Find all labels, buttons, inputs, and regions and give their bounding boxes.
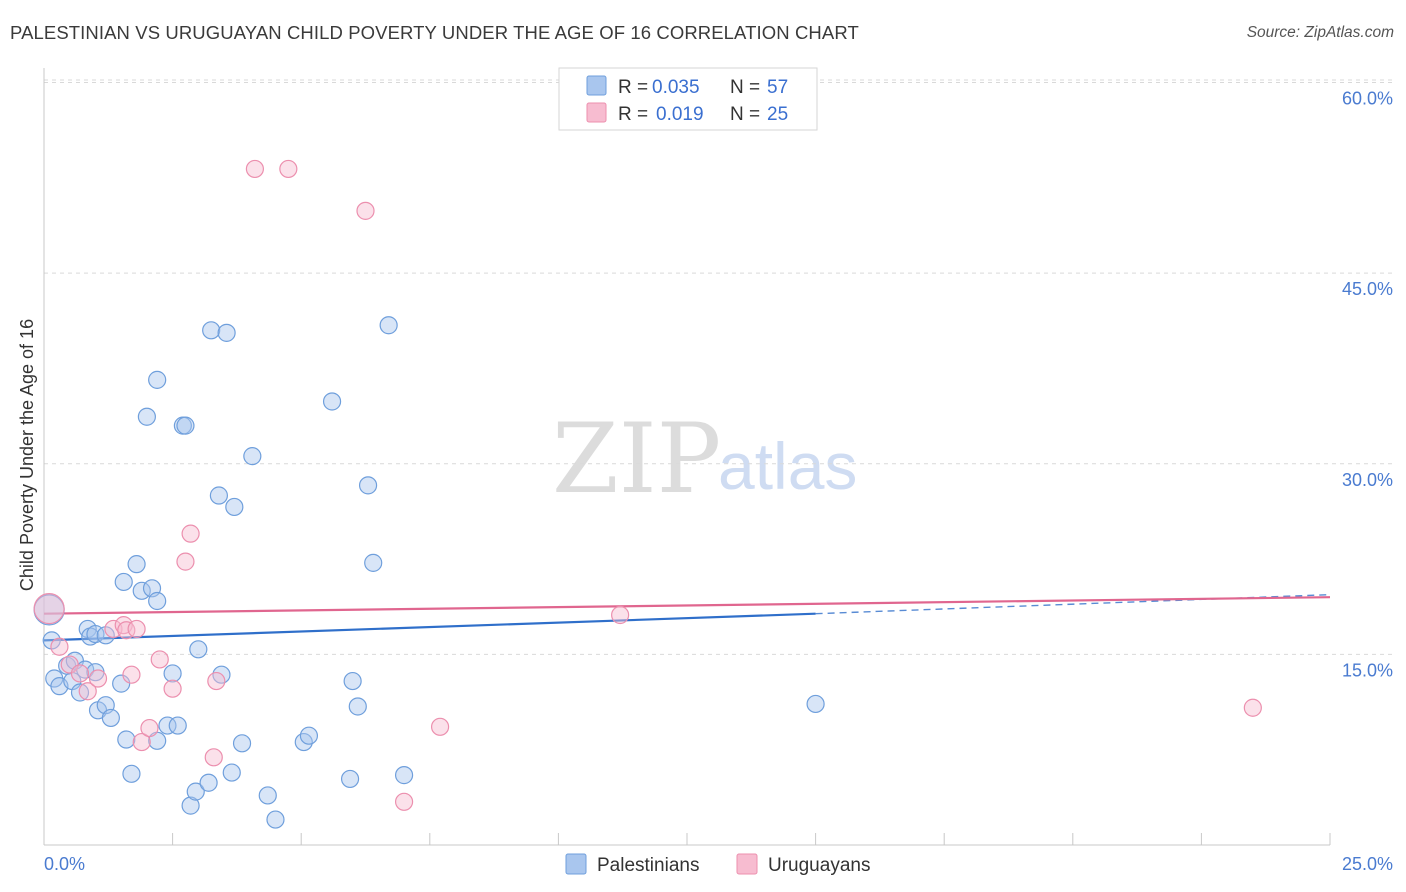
- watermark-atlas: atlas: [718, 429, 857, 503]
- point-palestinians: [364, 553, 383, 572]
- point-uruguayans: [88, 669, 108, 688]
- point-palestinians: [806, 694, 825, 714]
- legend-r-label-palestinians: R =: [618, 77, 648, 98]
- point-palestinians: [176, 416, 195, 435]
- point-palestinians: [148, 591, 167, 611]
- legend-n-value-palestinians: 57: [767, 77, 788, 98]
- point-uruguayans: [176, 552, 195, 571]
- point-palestinians: [222, 763, 241, 782]
- x-tick-label: 0.0%: [44, 854, 85, 874]
- point-palestinians: [225, 497, 244, 517]
- point-uruguayans: [181, 524, 200, 543]
- point-uruguayans: [204, 748, 223, 767]
- trendline-palestinians: [43, 612, 816, 642]
- point-uruguayans: [78, 682, 97, 701]
- point-palestinians: [181, 796, 200, 815]
- point-palestinians: [394, 766, 414, 785]
- legend-n-label-palestinians: N =: [730, 77, 760, 98]
- point-palestinians: [189, 640, 208, 659]
- trendline-palestinians-extension: [815, 593, 1331, 615]
- point-palestinians: [322, 392, 342, 411]
- point-uruguayans: [104, 619, 123, 639]
- point-palestinians: [358, 476, 378, 495]
- chart-title: PALESTINIAN VS URUGUAYAN CHILD POVERTY U…: [10, 22, 859, 43]
- point-palestinians: [202, 321, 221, 340]
- point-uruguayans: [245, 159, 265, 179]
- x-tick-label: 25.0%: [1342, 854, 1393, 874]
- point-uruguayans: [33, 593, 65, 625]
- legend-swatch-palestinians: [586, 75, 607, 96]
- point-uruguayans: [122, 665, 141, 684]
- point-palestinians: [163, 664, 182, 683]
- point-palestinians: [81, 627, 100, 646]
- y-axis-label: Child Poverty Under the Age of 16: [17, 319, 37, 591]
- point-palestinians: [232, 734, 252, 753]
- legend-swatch-uruguayans: [586, 102, 607, 123]
- point-palestinians: [340, 769, 360, 789]
- point-palestinians: [114, 572, 133, 592]
- point-palestinians: [217, 323, 236, 342]
- series-legend-label-uruguayans: Uruguayans: [768, 855, 870, 876]
- point-uruguayans: [394, 792, 414, 811]
- point-uruguayans: [150, 650, 169, 669]
- legend-r-label-uruguayans: R =: [618, 104, 648, 125]
- point-palestinians: [343, 671, 362, 691]
- point-palestinians: [122, 764, 141, 783]
- point-palestinians: [243, 447, 262, 466]
- y-tick-label: 15.0%: [1342, 660, 1393, 680]
- series-legend-swatch-palestinians: [565, 853, 587, 875]
- point-palestinians: [101, 708, 120, 728]
- y-tick-label: 30.0%: [1342, 470, 1393, 490]
- series-legend-swatch-uruguayans: [736, 853, 758, 875]
- legend-n-value-uruguayans: 25: [767, 104, 788, 125]
- point-uruguayans: [279, 159, 298, 179]
- point-uruguayans: [1243, 698, 1262, 717]
- point-palestinians: [168, 716, 187, 735]
- legend-r-value-uruguayans: 0.019: [656, 104, 704, 125]
- point-palestinians: [209, 486, 228, 505]
- point-palestinians: [199, 773, 218, 792]
- watermark-zip: ZIP: [552, 403, 721, 515]
- series-legend-label-palestinians: Palestinians: [597, 855, 699, 876]
- point-uruguayans: [356, 201, 375, 220]
- point-palestinians: [258, 786, 277, 805]
- point-palestinians: [137, 407, 156, 426]
- point-uruguayans: [140, 718, 159, 738]
- trendline-uruguayans: [43, 596, 1331, 615]
- point-palestinians: [348, 697, 367, 716]
- point-palestinians: [266, 810, 285, 829]
- point-palestinians: [299, 726, 319, 745]
- point-palestinians: [148, 370, 167, 389]
- point-uruguayans: [163, 679, 182, 698]
- point-uruguayans: [430, 717, 450, 736]
- y-tick-label: 60.0%: [1342, 89, 1393, 109]
- point-uruguayans: [70, 664, 90, 683]
- point-palestinians: [158, 716, 177, 735]
- series-legend: Palestinians Uruguayans: [565, 853, 870, 876]
- point-palestinians: [379, 316, 398, 335]
- point-palestinians: [186, 782, 205, 801]
- source-label: Source: ZipAtlas.com: [1246, 24, 1394, 41]
- point-palestinians: [70, 683, 90, 702]
- stats-legend: R = 0.035 N = 57 R = 0.019 N = 25: [558, 67, 818, 131]
- point-uruguayans: [207, 671, 226, 691]
- point-uruguayans: [50, 637, 69, 656]
- point-uruguayans: [611, 605, 630, 625]
- point-uruguayans: [127, 619, 146, 639]
- legend-r-value-palestinians: 0.035: [652, 77, 700, 98]
- point-palestinians: [117, 730, 136, 749]
- legend-n-label-uruguayans: N =: [730, 104, 760, 125]
- point-uruguayans: [132, 732, 151, 752]
- point-palestinians: [127, 555, 146, 574]
- y-tick-label: 45.0%: [1342, 279, 1393, 299]
